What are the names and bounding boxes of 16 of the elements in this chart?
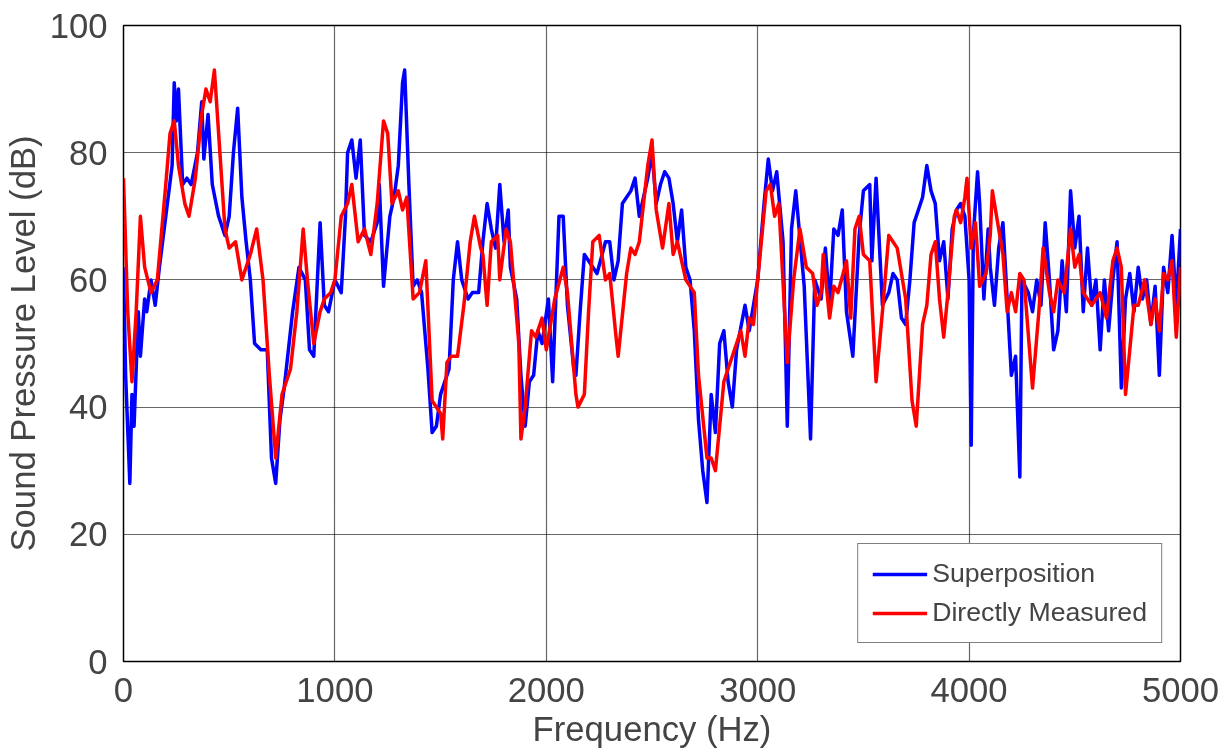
x-tick-label: 3000 xyxy=(719,670,797,709)
x-tick-label: 1000 xyxy=(296,670,374,709)
x-tick-label: 0 xyxy=(113,670,134,709)
legend-label: Superposition xyxy=(932,558,1096,589)
x-tick-label: 5000 xyxy=(1141,670,1220,709)
y-axis-title: Sound Pressure Level (dB) xyxy=(3,135,42,552)
y-tick-label: 20 xyxy=(68,515,108,554)
y-tick-label: 0 xyxy=(88,642,108,681)
x-tick-label: 4000 xyxy=(930,670,1008,709)
y-tick-label: 60 xyxy=(68,260,108,299)
y-tick-label: 80 xyxy=(68,133,108,172)
x-axis-title: Frequency (Hz) xyxy=(532,709,772,748)
y-tick-label: 40 xyxy=(68,388,108,427)
x-tick-label: 2000 xyxy=(507,670,585,709)
y-tick-label: 100 xyxy=(49,6,108,45)
legend-label: Directly Measured xyxy=(932,597,1147,628)
